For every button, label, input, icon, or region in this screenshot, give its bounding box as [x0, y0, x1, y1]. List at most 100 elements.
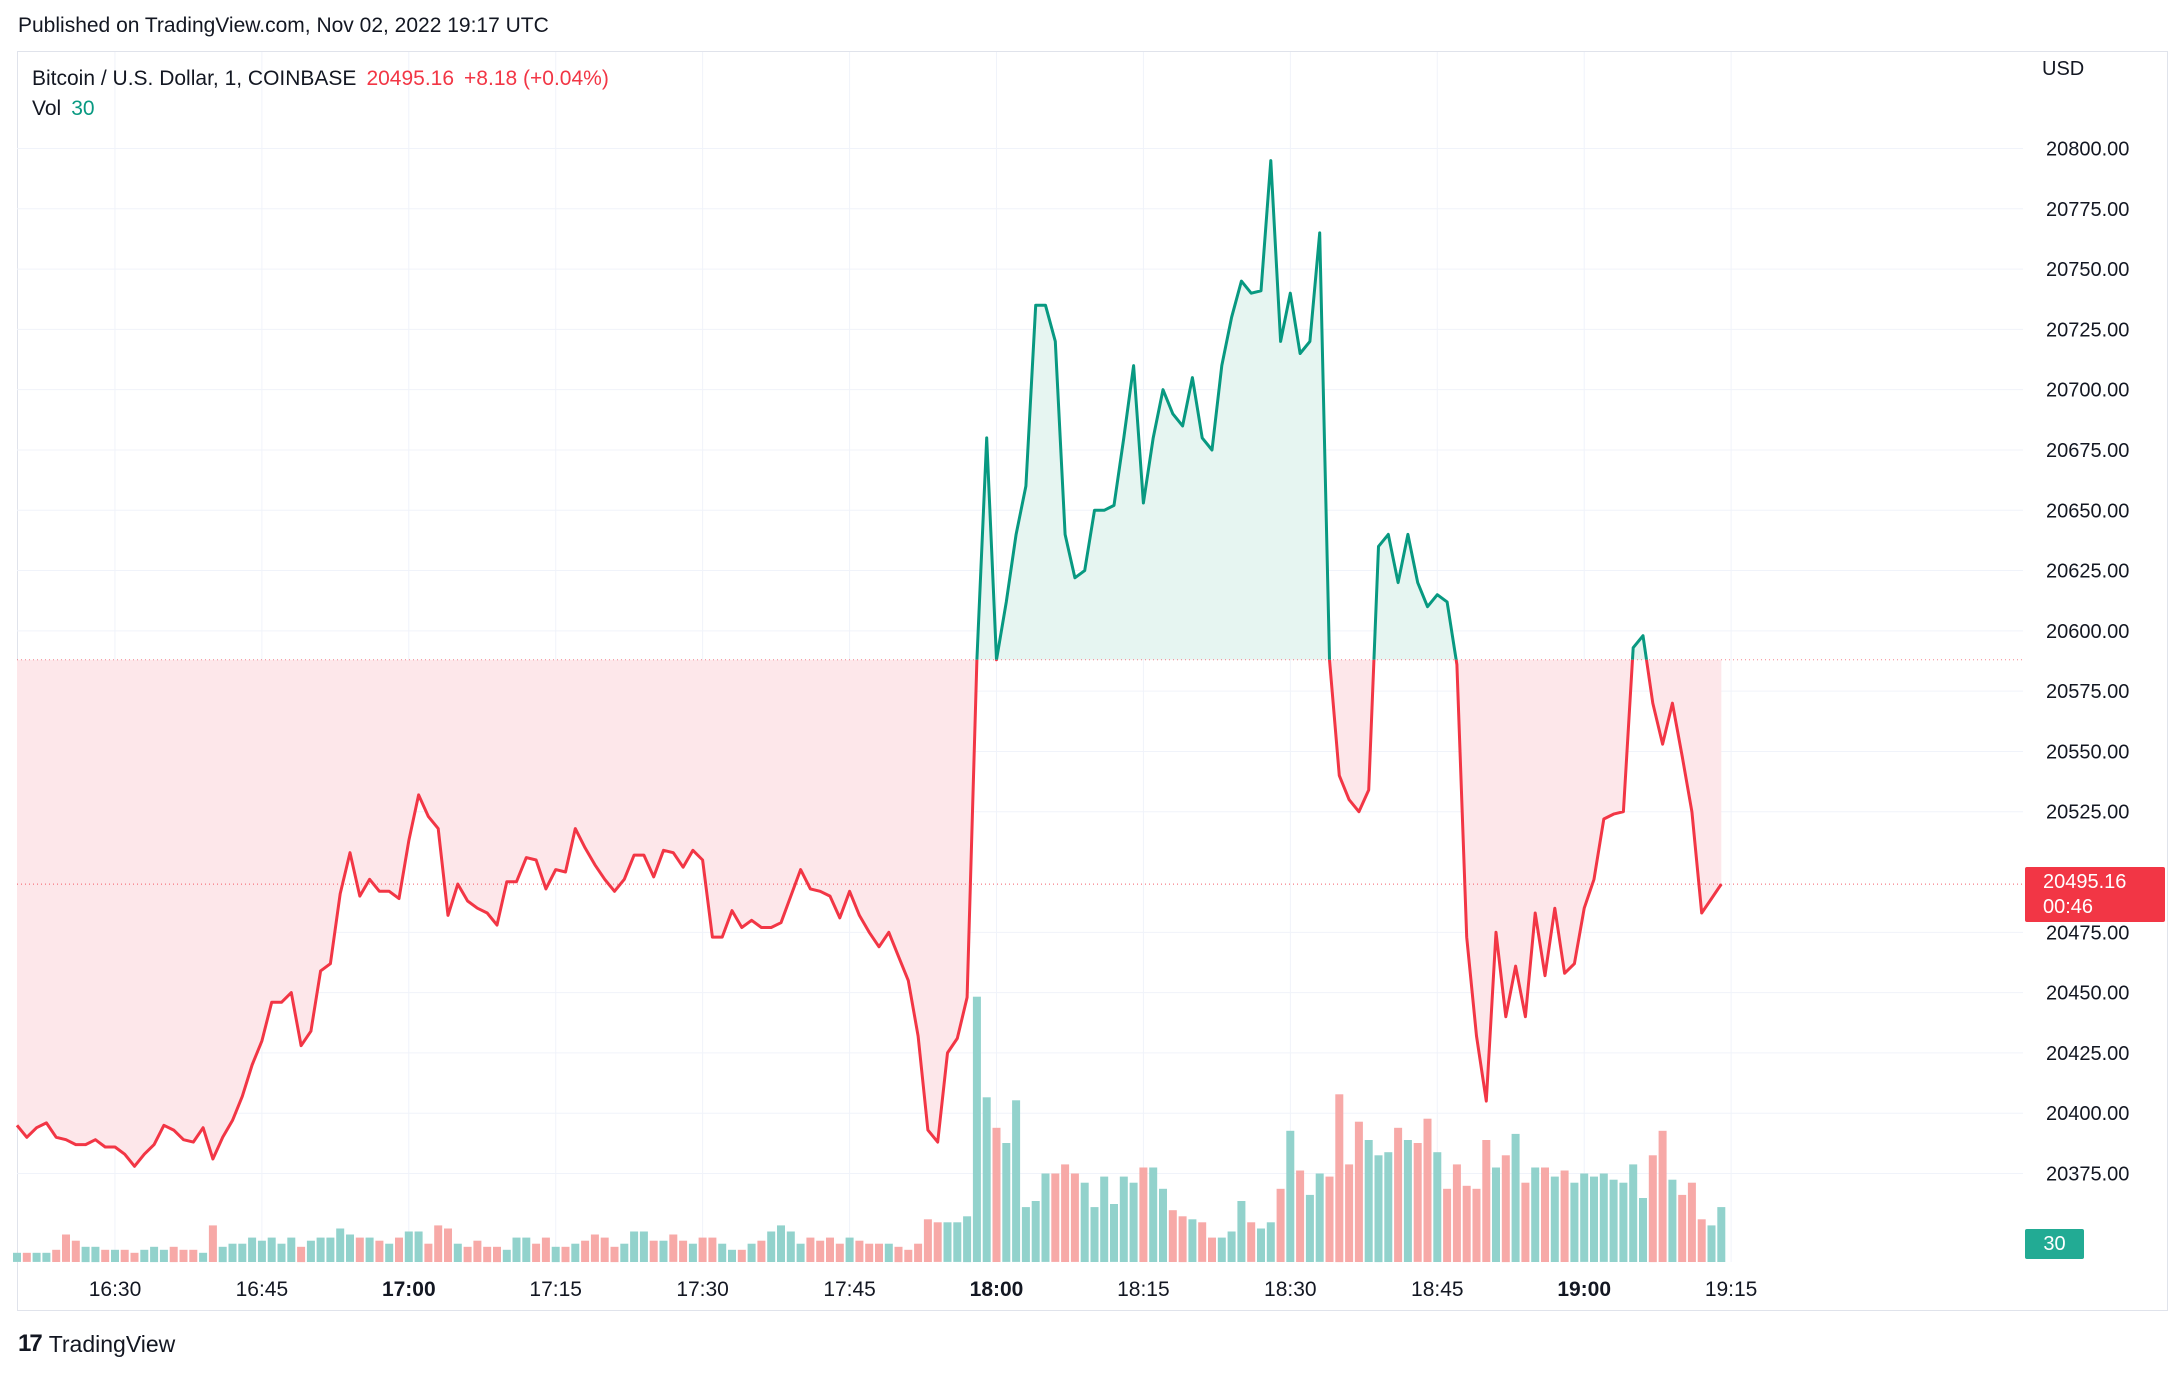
volume-bar — [835, 1243, 844, 1262]
volume-bar — [512, 1237, 521, 1262]
volume-bar — [336, 1228, 345, 1262]
volume-bar — [1129, 1182, 1138, 1262]
volume-bar — [610, 1246, 619, 1263]
volume-bar — [1452, 1164, 1461, 1262]
price-axis: 20800.00 20775.00 20750.00 20725.00 20700.00… — [2046, 139, 2129, 1186]
volume-bar — [1198, 1222, 1207, 1262]
volume-bar — [1374, 1155, 1383, 1263]
volume-bar — [1217, 1237, 1226, 1262]
volume-bar — [1648, 1155, 1657, 1263]
volume-bar — [1668, 1179, 1677, 1262]
volume-bar — [1590, 1176, 1598, 1262]
volume-bar — [1678, 1194, 1687, 1262]
published-caption: Published on TradingView.com, Nov 02, 20… — [18, 14, 549, 37]
volume-label[interactable]: Vol — [32, 97, 62, 120]
x-tick-label: 17:15 — [529, 1278, 582, 1301]
x-tick-label: 16:30 — [89, 1278, 142, 1301]
volume-bar — [522, 1237, 531, 1262]
volume-bar — [1031, 1201, 1040, 1262]
volume-bar — [32, 1252, 41, 1262]
volume-bar — [933, 1222, 942, 1262]
price-line — [15, 159, 1723, 1168]
volume-bar — [1443, 1188, 1452, 1262]
y-tick-label: 20800.00 — [2046, 139, 2129, 161]
volume-bar — [1413, 1143, 1422, 1262]
volume-bars — [13, 996, 1726, 1263]
volume-bar — [953, 1222, 962, 1262]
volume-bar — [757, 1240, 766, 1262]
volume-bar — [493, 1246, 501, 1263]
volume-bar — [111, 1249, 119, 1262]
volume-bar — [365, 1237, 374, 1262]
volume-bar — [375, 1240, 384, 1262]
volume-bar — [150, 1246, 159, 1263]
volume-bar — [1403, 1140, 1412, 1262]
volume-bar — [1707, 1225, 1716, 1262]
volume-bar — [806, 1237, 815, 1262]
volume-bar — [52, 1249, 61, 1262]
volume-bar — [1550, 1176, 1559, 1262]
volume-bar — [444, 1228, 452, 1262]
volume-bar — [1276, 1188, 1285, 1262]
volume-bar — [502, 1249, 511, 1262]
price-line-above — [975, 159, 1649, 660]
volume-bar — [257, 1240, 266, 1262]
volume-bar — [904, 1249, 913, 1262]
volume-bar — [786, 1231, 795, 1262]
volume-bar — [1717, 1207, 1726, 1262]
volume-bar — [1472, 1188, 1481, 1262]
volume-bar — [1266, 1222, 1275, 1262]
volume-bar — [1364, 1140, 1373, 1262]
volume-bar — [1629, 1164, 1638, 1262]
y-tick-label: 20600.00 — [2046, 621, 2129, 643]
volume-bar — [1354, 1121, 1363, 1262]
x-tick-label: 16:45 — [236, 1278, 289, 1301]
bar-countdown: 00:46 — [2043, 896, 2094, 918]
volume-bar — [1511, 1133, 1520, 1262]
volume-bar — [1384, 1152, 1393, 1262]
volume-bar — [581, 1240, 590, 1262]
volume-bar — [1051, 1173, 1060, 1262]
volume-bar — [13, 1252, 21, 1262]
volume-bar — [698, 1237, 707, 1262]
volume-bar — [1208, 1237, 1216, 1262]
volume-bar — [101, 1249, 110, 1262]
volume-bar — [963, 1216, 972, 1263]
tradingview-brand[interactable]: 17 TradingView — [18, 1330, 175, 1358]
volume-bar — [1041, 1173, 1050, 1262]
y-tick-label: 20750.00 — [2046, 259, 2129, 281]
volume-bar — [992, 1127, 1001, 1262]
symbol-title[interactable]: Bitcoin / U.S. Dollar, 1, COINBASE — [32, 67, 357, 90]
x-tick-label: 17:30 — [676, 1278, 729, 1301]
volume-bar — [737, 1249, 746, 1262]
volume-bar — [1257, 1228, 1265, 1262]
volume-bar — [287, 1237, 296, 1262]
volume-bar — [297, 1246, 306, 1263]
y-tick-label: 20650.00 — [2046, 500, 2129, 522]
volume-bar — [140, 1249, 149, 1262]
volume-bar — [395, 1237, 403, 1262]
volume-bar — [355, 1237, 364, 1262]
volume-bar — [767, 1231, 776, 1262]
volume-bar — [404, 1231, 413, 1262]
price-change: +8.18 (+0.04%) — [464, 67, 609, 90]
volume-bar — [747, 1243, 756, 1262]
currency-label[interactable]: USD — [2042, 58, 2085, 80]
volume-bar — [777, 1225, 785, 1262]
volume-bar — [453, 1243, 462, 1262]
volume-bar — [1237, 1201, 1246, 1262]
volume-bar — [248, 1237, 257, 1262]
volume-bar — [796, 1243, 805, 1262]
y-tick-label: 20475.00 — [2046, 922, 2129, 944]
volume-bar — [385, 1243, 394, 1262]
volume-bar — [1002, 1143, 1011, 1262]
price-line-below — [15, 659, 1723, 1168]
volume-bar — [551, 1246, 560, 1263]
volume-bar — [894, 1246, 903, 1263]
volume-bar — [1521, 1182, 1530, 1262]
y-tick-label: 20725.00 — [2046, 319, 2129, 341]
volume-bar — [1433, 1152, 1442, 1262]
volume-bar — [1178, 1216, 1187, 1263]
volume-bar — [1541, 1167, 1549, 1262]
